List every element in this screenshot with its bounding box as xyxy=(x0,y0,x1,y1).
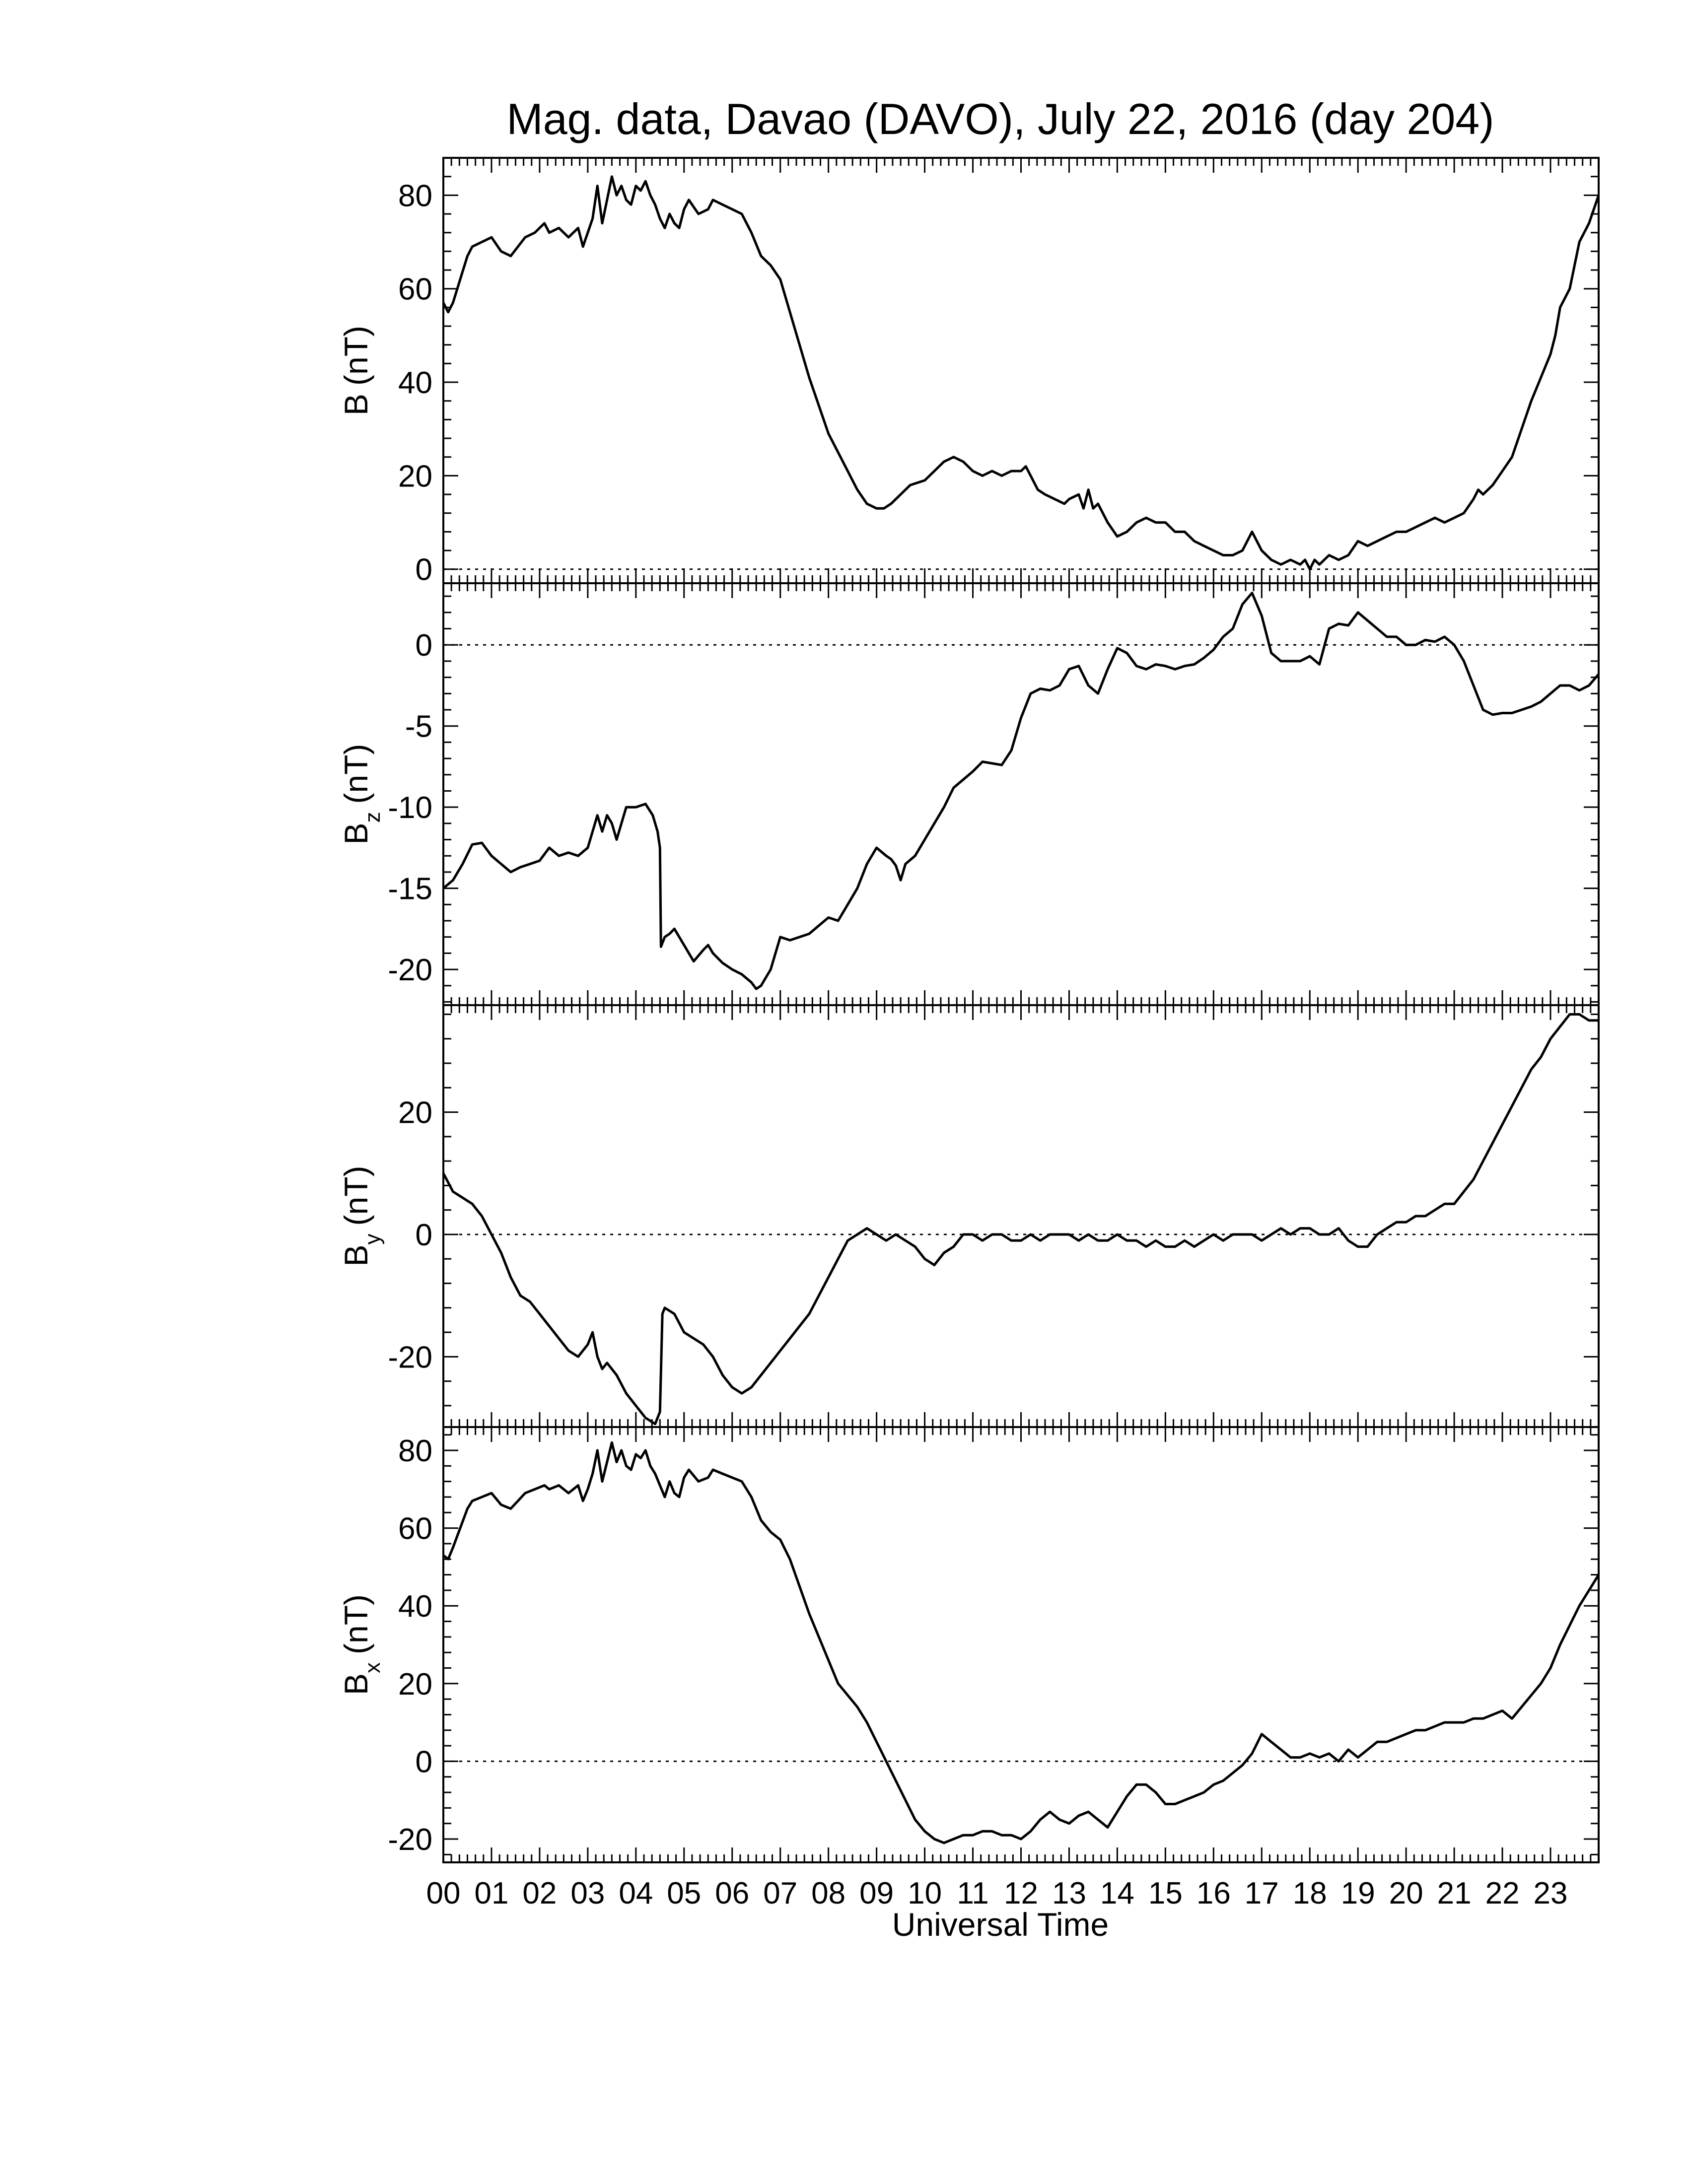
series-line-Bz xyxy=(442,592,1600,990)
x-tick-label: 08 xyxy=(811,1876,845,1911)
x-tick-label: 17 xyxy=(1245,1876,1279,1911)
y-tick-label: -10 xyxy=(388,791,432,825)
y-axis-label-By: By(nT) xyxy=(338,1165,385,1266)
y-tick-label: 0 xyxy=(416,1745,432,1779)
y-axis-label-Bx: Bx(nT) xyxy=(338,1594,385,1695)
x-tick-label: 03 xyxy=(570,1876,605,1911)
y-tick-label: 60 xyxy=(398,1512,432,1546)
series-line-Bx xyxy=(442,1441,1600,1844)
panels: 0 20 40 60 80 B(nT) -20 -15 -10 -5 0 Bz(nT) -20 0 20 By… xyxy=(338,157,1600,1863)
x-tick-label: 19 xyxy=(1341,1876,1375,1911)
x-tick-label: 11 xyxy=(957,1876,988,1911)
y-tick-label: -15 xyxy=(388,872,432,906)
y-tick-label: -20 xyxy=(388,1823,432,1857)
y-tick-label: 60 xyxy=(398,273,432,307)
y-tick-label: 80 xyxy=(398,179,432,213)
x-tick-label: 21 xyxy=(1437,1876,1472,1911)
y-tick-label: 80 xyxy=(398,1434,432,1468)
x-tick-label: 01 xyxy=(474,1876,508,1911)
x-tick-label: 05 xyxy=(667,1876,701,1911)
y-tick-label: 20 xyxy=(398,459,432,493)
x-tick-label: 02 xyxy=(522,1876,557,1911)
panel-Bz: -20 -15 -10 -5 0 Bz(nT) xyxy=(338,582,1600,1006)
y-tick-label: 20 xyxy=(398,1667,432,1702)
x-tick-label: 23 xyxy=(1534,1876,1568,1911)
panel-frame-Bx xyxy=(442,1426,1600,1863)
x-tick-label: 20 xyxy=(1389,1876,1423,1911)
y-tick-label: 0 xyxy=(416,1218,432,1252)
y-axis-label-Bz: Bz(nT) xyxy=(338,744,385,844)
x-tick-label: 15 xyxy=(1148,1876,1183,1911)
x-tick-label: 09 xyxy=(859,1876,894,1911)
x-tick-labels: 00 01 02 03 04 05 06 07 08 09 10 11 12 13 14 15 16 17 18 19… xyxy=(426,1876,1568,1911)
y-tick-label: -5 xyxy=(405,710,432,744)
series-line-B xyxy=(442,175,1600,571)
y-tick-label: 40 xyxy=(398,366,432,400)
x-tick-label: 10 xyxy=(908,1876,942,1911)
y-tick-label: 0 xyxy=(416,628,432,663)
panel-Bx: -20 0 20 40 60 80 Bx(nT) xyxy=(338,1426,1600,1863)
y-tick-label: -20 xyxy=(388,1340,432,1374)
x-tick-label: 12 xyxy=(1004,1876,1038,1911)
y-tick-label: 40 xyxy=(398,1589,432,1624)
x-tick-label: 22 xyxy=(1485,1876,1520,1911)
panel-frame-B xyxy=(442,157,1600,584)
x-tick-label: 14 xyxy=(1100,1876,1134,1911)
x-axis-label: Universal Time xyxy=(892,1906,1109,1943)
panel-frame-Bz xyxy=(442,582,1600,1006)
x-tick-label: 04 xyxy=(619,1876,653,1911)
x-tick-label: 06 xyxy=(715,1876,749,1911)
panel-B: 0 20 40 60 80 B(nT) xyxy=(338,157,1600,587)
x-tick-label: 07 xyxy=(763,1876,797,1911)
y-tick-label: 0 xyxy=(416,553,432,587)
x-tick-label: 18 xyxy=(1293,1876,1327,1911)
chart-title: Mag. data, Davao (DAVO), July 22, 2016 (… xyxy=(506,94,1494,143)
x-tick-label: 00 xyxy=(426,1876,461,1911)
x-tick-label: 16 xyxy=(1196,1876,1231,1911)
x-tick-label: 13 xyxy=(1052,1876,1086,1911)
y-tick-label: 20 xyxy=(398,1096,432,1130)
panel-By: -20 0 20 By(nT) xyxy=(338,1004,1600,1428)
y-axis-label-B: B(nT) xyxy=(338,326,374,415)
y-tick-label: -20 xyxy=(388,953,432,987)
series-line-By xyxy=(442,1013,1599,1426)
